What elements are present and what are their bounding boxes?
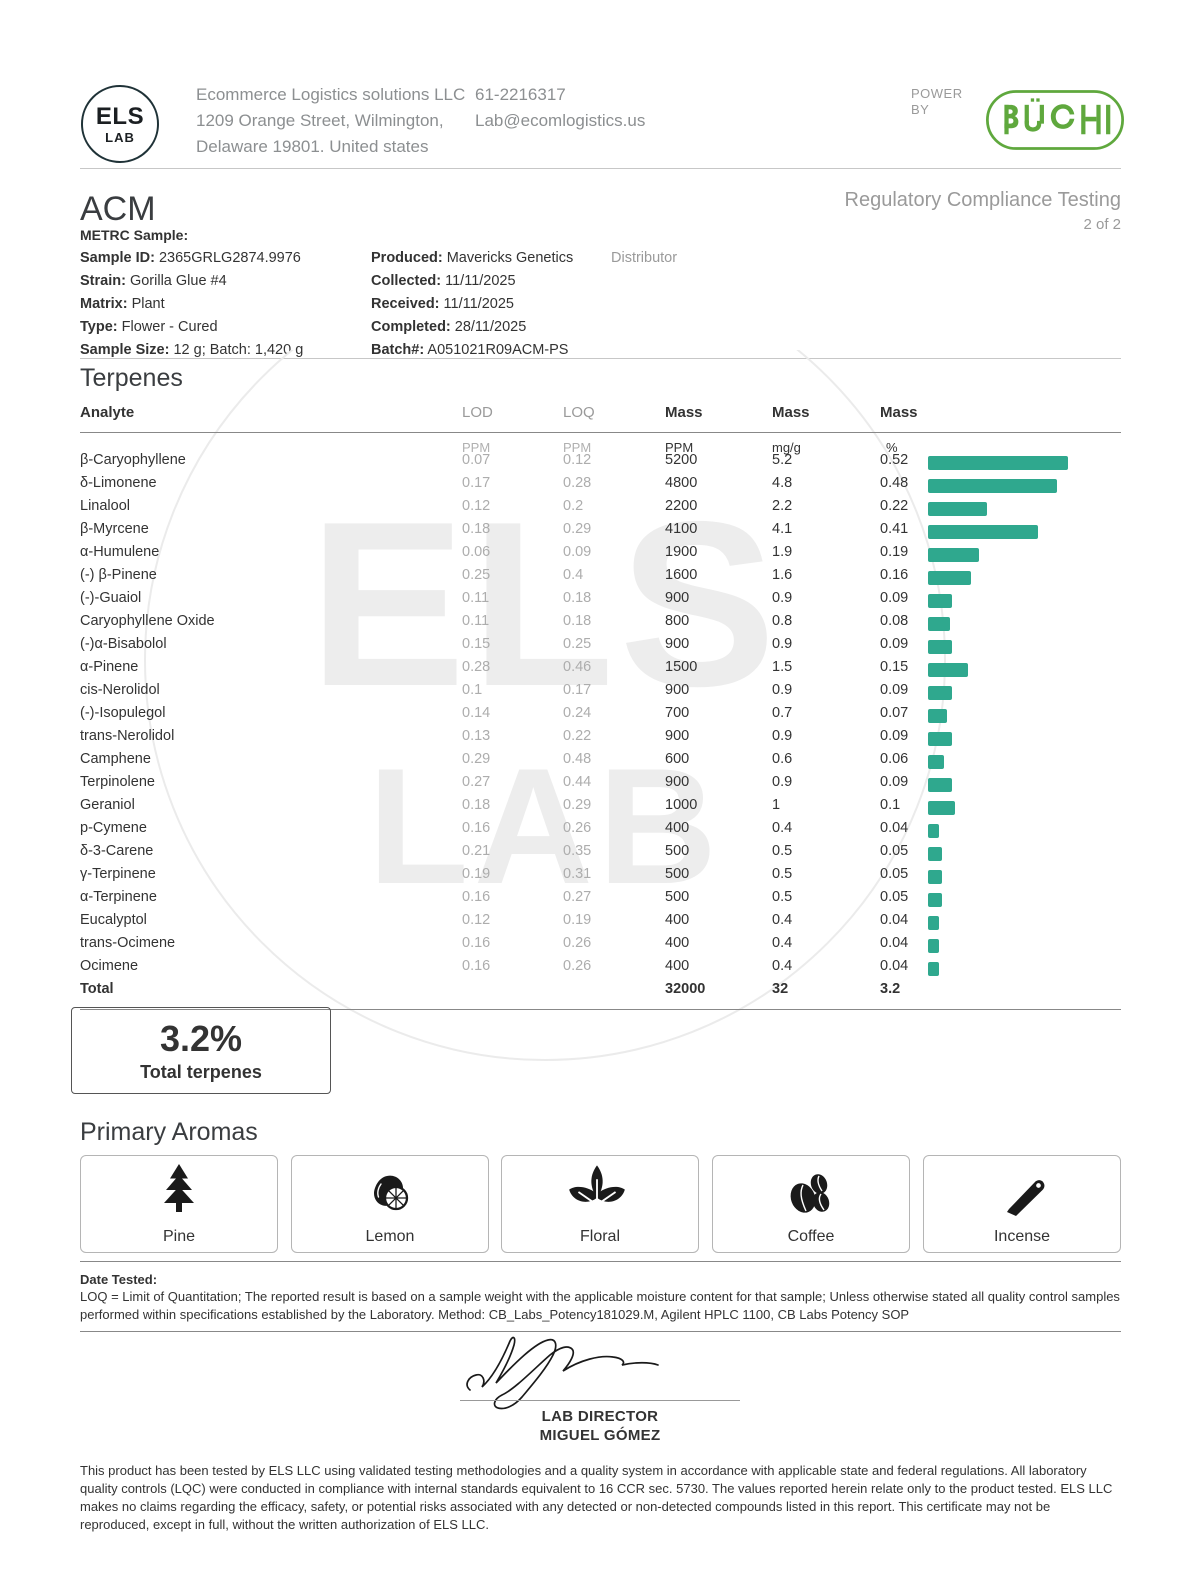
svg-text:ELS: ELS xyxy=(309,472,781,735)
